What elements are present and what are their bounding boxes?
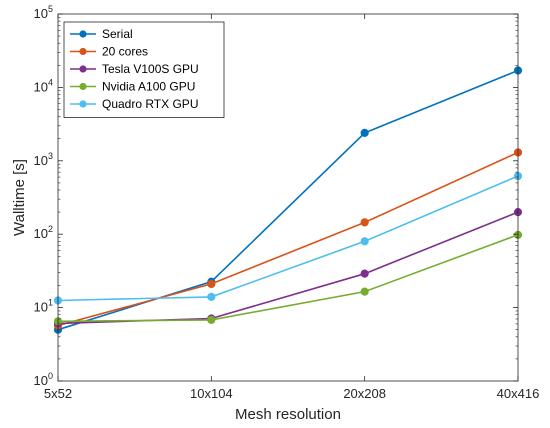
- data-point: [360, 237, 369, 246]
- series-layer: [53, 66, 523, 334]
- data-point: [207, 292, 216, 301]
- data-point: [360, 218, 369, 227]
- legend-label: Tesla V100S GPU: [102, 62, 199, 76]
- x-tick-label: 20x208: [343, 386, 386, 401]
- legend-label: 20 cores: [102, 45, 148, 59]
- y-axis-label: Walltime [s]: [11, 159, 28, 236]
- y-tick-label: 101: [34, 298, 53, 315]
- y-tick-label: 104: [34, 77, 53, 94]
- legend-label: Quadro RTX GPU: [102, 97, 198, 111]
- data-point: [360, 287, 369, 296]
- data-point: [360, 128, 369, 137]
- x-axis-label: Mesh resolution: [235, 406, 341, 423]
- series-serial: [53, 66, 523, 334]
- legend-marker: [79, 82, 87, 91]
- legend-label: Nvidia A100 GPU: [102, 80, 195, 94]
- axes-box: [57, 13, 519, 382]
- data-point: [360, 269, 369, 278]
- legend: Serial 20 cores Tesla V100S GPU Nvidia A100…: [63, 21, 225, 118]
- data-point: [207, 315, 216, 324]
- series-line: [57, 151, 519, 327]
- legend-marker: [79, 100, 87, 108]
- x-tick-label: 5x52: [44, 386, 72, 401]
- y-tick-label: 103: [34, 151, 53, 168]
- data-point: [207, 279, 216, 289]
- y-tick-label: 100: [34, 371, 53, 388]
- series-line: [57, 69, 519, 331]
- ticks-layer: 5x52 10x104 20x208 40x416 100 101 102 103 104 105: [34, 4, 540, 401]
- x-tick-label: 40x416: [497, 386, 540, 401]
- legend-marker: [79, 65, 87, 73]
- series-line: [57, 175, 519, 302]
- legend-marker: [79, 47, 87, 56]
- series-line: [57, 234, 519, 323]
- legend-marker: [79, 30, 87, 38]
- x-tick-label: 10x104: [190, 386, 233, 401]
- legend-label: Serial: [102, 27, 133, 41]
- y-tick-label: 102: [34, 224, 53, 241]
- y-tick-label: 105: [34, 4, 53, 21]
